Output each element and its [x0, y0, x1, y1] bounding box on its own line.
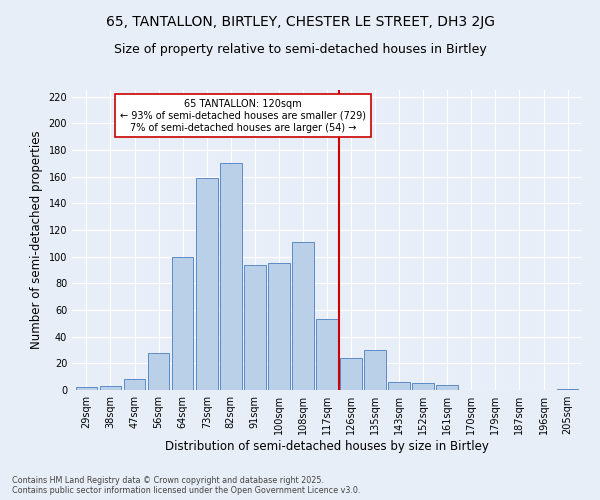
Bar [100, 386, 121, 390]
Text: Size of property relative to semi-detached houses in Birtley: Size of property relative to semi-detach… [113, 42, 487, 56]
Bar [76, 388, 97, 390]
Bar [340, 358, 362, 390]
Text: Contains HM Land Registry data © Crown copyright and database right 2025.
Contai: Contains HM Land Registry data © Crown c… [12, 476, 361, 495]
Bar [316, 320, 338, 390]
Bar [220, 164, 242, 390]
X-axis label: Distribution of semi-detached houses by size in Birtley: Distribution of semi-detached houses by … [165, 440, 489, 453]
Bar [244, 264, 266, 390]
Bar [124, 380, 145, 390]
Bar [268, 264, 290, 390]
Text: 65 TANTALLON: 120sqm
← 93% of semi-detached houses are smaller (729)
7% of semi-: 65 TANTALLON: 120sqm ← 93% of semi-detac… [120, 100, 366, 132]
Text: 65, TANTALLON, BIRTLEY, CHESTER LE STREET, DH3 2JG: 65, TANTALLON, BIRTLEY, CHESTER LE STREE… [106, 15, 494, 29]
Bar [388, 382, 410, 390]
Bar [196, 178, 218, 390]
Bar [557, 388, 578, 390]
Bar [172, 256, 193, 390]
Bar [364, 350, 386, 390]
Bar [436, 384, 458, 390]
Bar [292, 242, 314, 390]
Bar [148, 352, 169, 390]
Y-axis label: Number of semi-detached properties: Number of semi-detached properties [30, 130, 43, 350]
Bar [412, 384, 434, 390]
